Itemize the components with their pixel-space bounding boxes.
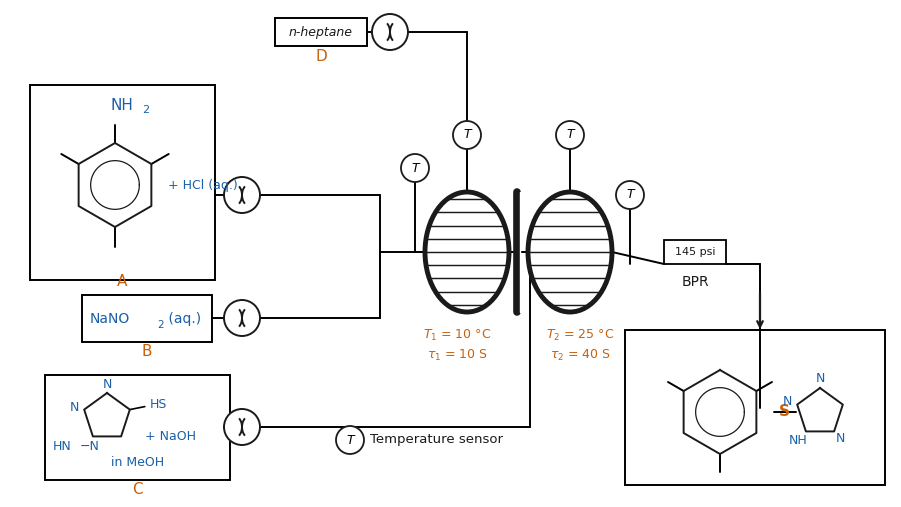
Circle shape — [453, 121, 481, 149]
Text: BPR: BPR — [681, 275, 709, 289]
Text: $\tau_1$ = 10 S: $\tau_1$ = 10 S — [426, 347, 487, 363]
Text: 145 psi: 145 psi — [675, 247, 715, 257]
Bar — [82, 295, 212, 342]
Text: HS: HS — [150, 398, 168, 411]
Text: $\tau_2$ = 40 S: $\tau_2$ = 40 S — [550, 347, 611, 363]
Ellipse shape — [425, 192, 509, 312]
Circle shape — [336, 426, 364, 454]
Text: D: D — [315, 49, 327, 63]
Text: 2: 2 — [157, 320, 164, 330]
Text: T: T — [566, 128, 574, 141]
Circle shape — [616, 181, 644, 209]
Text: NH: NH — [110, 97, 132, 113]
Bar — [45, 375, 230, 480]
Circle shape — [224, 300, 260, 336]
Bar — [625, 330, 885, 485]
Text: N: N — [835, 432, 844, 445]
Text: S: S — [778, 405, 789, 419]
Text: NaNO: NaNO — [90, 312, 131, 326]
Circle shape — [556, 121, 584, 149]
Text: (aq.): (aq.) — [164, 312, 201, 326]
Text: NH: NH — [788, 434, 807, 447]
Text: T: T — [346, 433, 354, 447]
Text: + NaOH: + NaOH — [145, 430, 196, 444]
Text: Temperature sensor: Temperature sensor — [370, 433, 503, 447]
Text: B: B — [141, 344, 152, 359]
Text: A: A — [117, 274, 128, 289]
Circle shape — [224, 409, 260, 445]
Text: N: N — [70, 401, 79, 414]
Ellipse shape — [528, 192, 612, 312]
Text: $T_1$ = 10 °C: $T_1$ = 10 °C — [423, 328, 491, 343]
Text: −N: −N — [80, 441, 100, 453]
Text: T: T — [463, 128, 471, 141]
Text: 2: 2 — [142, 105, 150, 115]
Text: N: N — [815, 373, 824, 385]
Text: C: C — [132, 483, 143, 497]
Text: T: T — [626, 189, 633, 201]
Text: N: N — [783, 395, 792, 408]
Text: T: T — [411, 162, 419, 174]
Text: + HCl (aq.): + HCl (aq.) — [168, 178, 238, 192]
Text: N: N — [103, 379, 112, 391]
Bar — [664, 240, 726, 264]
Text: in MeOH: in MeOH — [111, 456, 164, 469]
Text: HN: HN — [53, 441, 72, 453]
Circle shape — [224, 177, 260, 213]
Text: $T_2$ = 25 °C: $T_2$ = 25 °C — [546, 328, 614, 343]
Text: n-heptane: n-heptane — [289, 25, 353, 39]
Bar — [30, 85, 215, 280]
Circle shape — [401, 154, 429, 182]
Circle shape — [372, 14, 408, 50]
Bar — [275, 18, 367, 46]
